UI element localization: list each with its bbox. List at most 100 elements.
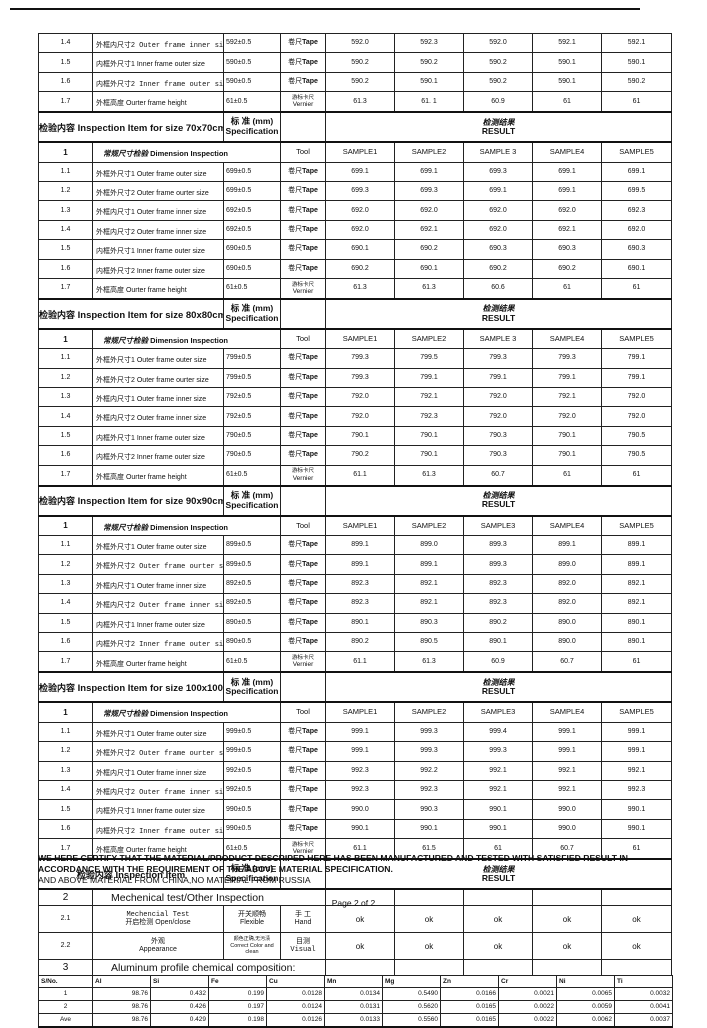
- section-title-cn: 常规尺寸检验: [103, 149, 148, 159]
- result-header-cell: 检测结果 RESULT: [325, 111, 672, 144]
- row-number: 1.3: [38, 200, 93, 221]
- sample-value: 790.5: [601, 445, 672, 466]
- item-label-cn: 外框高度: [96, 847, 124, 855]
- result-header-cell: 检测结果 RESULT: [325, 484, 672, 517]
- sample-value: 699.1: [394, 161, 464, 182]
- band-title-cn: 检验内容: [76, 869, 113, 880]
- tool-name-cn: 游标卡尺: [291, 654, 314, 661]
- chem-value: 0.5560: [382, 1013, 441, 1028]
- tool-name-cn: 卷尺: [288, 747, 303, 755]
- tool-name-cn: 卷尺: [288, 432, 303, 440]
- tool-name-cn: 卷尺: [288, 373, 303, 381]
- spec-header-cell: 标 准 (mm) Specification: [223, 671, 281, 704]
- tool-cell: 卷尺Tape: [280, 779, 326, 801]
- sample-value: 590.1: [532, 71, 602, 93]
- item-label-cn: 外框高度: [96, 287, 124, 295]
- sample-column-header: SAMPLE 3: [463, 328, 533, 350]
- spec-value: 992±0.5: [223, 779, 281, 801]
- item-cell: 外框外尺寸2 Outer frame ourter size: [92, 180, 224, 202]
- spec-value: 61±0.5: [223, 464, 281, 487]
- item-label-en: Outer frame inner size opposite: [139, 788, 224, 797]
- tool-name-en: Tape: [302, 393, 318, 401]
- tool-cell: 卷尺Tape: [280, 161, 326, 182]
- sample-value: 692.0: [394, 200, 464, 221]
- tool-name-en: Vernier: [292, 848, 314, 856]
- sample-column-header: SAMPLE5: [601, 328, 672, 350]
- inspection-row: 1.5 内框外尺寸1 Inner frame outer size 690±0.5 卷…: [38, 239, 672, 260]
- sample-value: 899.1: [325, 535, 395, 556]
- inspection-row: 1.5 内框外尺寸1 Inner frame outer size 890±0.5 卷…: [38, 612, 672, 633]
- spec-header-cn: 标 准 (mm): [230, 489, 274, 500]
- sample-value: 990.3: [394, 799, 464, 820]
- section-header-band: 检验内容 Inspection Item for size 100x100cm 标…: [38, 671, 672, 704]
- sample-value: 892.3: [325, 593, 395, 614]
- spec-header-en: Specification: [225, 499, 279, 510]
- row-number: 1.6: [38, 445, 93, 466]
- spec-value: 799±0.5: [223, 348, 281, 369]
- item-label-cn: 内框外尺寸2: [96, 267, 135, 275]
- spec-value: 799±0.5: [223, 367, 281, 389]
- row-number: 1.3: [38, 387, 93, 408]
- inspection-row: 1.5 内框外尺寸1 Inner frame outer size 590±0.5 卷…: [38, 52, 672, 73]
- sample-value: 792.0: [532, 406, 602, 427]
- inspection-row: 1.5 内框外尺寸1 Inner frame outer size 990±0.5 卷…: [38, 799, 672, 820]
- sample-value: 799.5: [394, 348, 464, 369]
- sample-value: 899.3: [463, 554, 533, 575]
- item-label-en: Outer frame inner size: [134, 228, 207, 236]
- chem-value: 0.0032: [614, 987, 673, 1002]
- sample-value: 699.3: [463, 161, 533, 182]
- tool-cell: 卷尺Tape: [280, 219, 326, 241]
- tool-header-empty-cell: [280, 858, 326, 891]
- spec-value: 61±0.5: [223, 277, 281, 300]
- chem-column-header: Ti: [614, 975, 673, 989]
- sample-value: 690.3: [601, 239, 672, 260]
- spec-value: 790±0.5: [223, 425, 281, 447]
- item-cell: 外框外尺寸2 Outer frame ourter size opposite: [92, 741, 224, 762]
- item-cell: 外框外尺寸1 Outer frame outer size: [92, 721, 224, 743]
- result-header-cell: 检测结果 RESULT: [325, 858, 672, 891]
- item-label-cn: 内框外尺寸1: [96, 621, 135, 629]
- sample-value: 992.1: [532, 779, 602, 801]
- tool-header-empty-cell: [280, 297, 326, 330]
- sample-value: 799.1: [601, 367, 672, 389]
- section-title-cn: 常规尺寸检验: [103, 709, 148, 719]
- sample-value: 792.1: [394, 387, 464, 408]
- tool-name-cn: 卷尺: [288, 412, 303, 420]
- tool-name-en: Tape: [302, 824, 318, 832]
- result-header-cn: 检测结果: [482, 304, 515, 314]
- band-title-cell: 检验内容 Inspection Item for size 70x70cm: [38, 111, 224, 144]
- item-label-cn: 外框外尺寸1: [96, 170, 135, 178]
- tool-cell: 卷尺Tape: [280, 52, 326, 73]
- sample-value: 992.1: [463, 760, 533, 781]
- chem-value: 0.0165: [440, 1000, 499, 1015]
- tool-cell: 游标卡尺 Vernier: [280, 277, 326, 300]
- sample-value: 690.1: [325, 239, 395, 260]
- tool-cell: 手 工 Hand: [280, 905, 326, 934]
- item-label-cn: 外框外尺寸2: [96, 563, 135, 571]
- band-title-cn: 检验内容: [39, 309, 76, 320]
- sample-column-header: SAMPLE1: [325, 515, 395, 537]
- sample-value: 890.1: [463, 631, 533, 653]
- dimension-inspection-subheader: 1 常规尺寸检验 Dimension Inspection Tool SAMPLE1 S…: [38, 141, 672, 163]
- chem-value: 0.0022: [498, 1013, 557, 1028]
- chem-column-header: Ni: [556, 975, 615, 989]
- sample-value: 690.3: [532, 239, 602, 260]
- sample-value: 799.3: [325, 348, 395, 369]
- spec-value: 699±0.5: [223, 161, 281, 182]
- spec-cell: 颜色正确,无污渍 Correct Color and clean: [223, 932, 281, 961]
- certify-origin-text: AND ABOVE MATERIAL FROM CHINA,NO MATERIA…: [38, 875, 311, 885]
- row-number: 1.4: [38, 779, 93, 801]
- test-spec-line1: 颜色正确,无污渍: [233, 936, 271, 943]
- sample-value: 892.3: [463, 573, 533, 595]
- item-label-en: Outer frame outer size: [134, 544, 207, 552]
- result-value: ok: [601, 905, 672, 934]
- sample-value: 999.3: [394, 721, 464, 743]
- sample-value: 999.1: [601, 721, 672, 743]
- band-title-en: Inspection Item: [112, 869, 186, 881]
- sample-value: 799.3: [463, 348, 533, 369]
- item-cell: 内框外尺寸1 Inner frame outer size: [92, 612, 224, 633]
- sample-value: 790.1: [532, 445, 602, 466]
- result-header-en: RESULT: [481, 872, 516, 883]
